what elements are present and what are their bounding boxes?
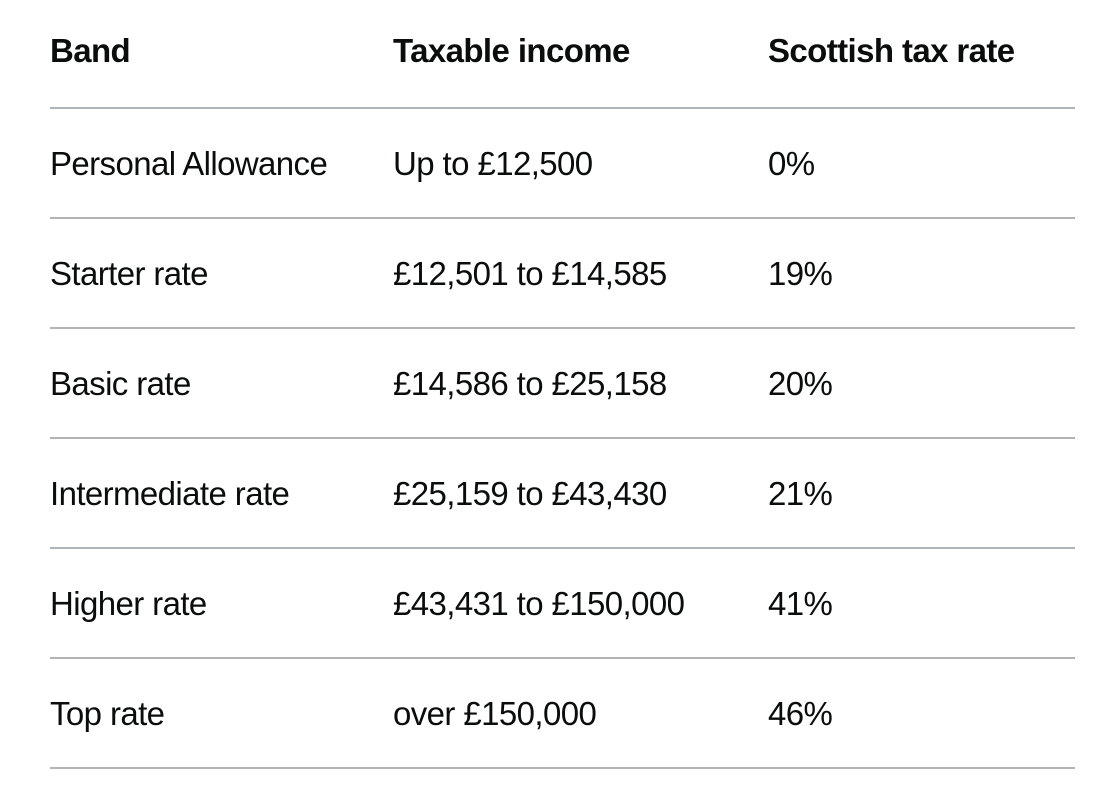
income-cell: £14,586 to £25,158 xyxy=(393,365,667,402)
band-cell: Basic rate xyxy=(50,365,191,402)
band-cell: Top rate xyxy=(50,695,165,732)
rate-cell: 46% xyxy=(768,695,833,732)
rate-cell: 20% xyxy=(768,365,833,402)
table-row: Starter rate £12,501 to £14,585 19% xyxy=(50,219,1075,329)
header-taxable-income: Taxable income xyxy=(393,31,630,69)
table-row: Higher rate £43,431 to £150,000 41% xyxy=(50,549,1075,659)
band-cell: Personal Allowance xyxy=(50,145,328,182)
table-row: Top rate over £150,000 46% xyxy=(50,659,1075,769)
rate-cell: 0% xyxy=(768,145,815,182)
scottish-tax-rates-table: Band Taxable income Scottish tax rate Pe… xyxy=(50,0,1075,769)
table-row: Personal Allowance Up to £12,500 0% xyxy=(50,109,1075,219)
band-cell: Starter rate xyxy=(50,255,208,292)
income-cell: £25,159 to £43,430 xyxy=(393,475,667,512)
table-header-row: Band Taxable income Scottish tax rate xyxy=(50,0,1075,109)
rate-cell: 21% xyxy=(768,475,833,512)
table-row: Basic rate £14,586 to £25,158 20% xyxy=(50,329,1075,439)
table-row: Intermediate rate £25,159 to £43,430 21% xyxy=(50,439,1075,549)
income-cell: £12,501 to £14,585 xyxy=(393,255,667,292)
band-cell: Higher rate xyxy=(50,585,207,622)
header-scottish-tax-rate: Scottish tax rate xyxy=(768,31,1015,69)
income-cell: Up to £12,500 xyxy=(393,145,593,182)
rate-cell: 19% xyxy=(768,255,833,292)
income-cell: over £150,000 xyxy=(393,695,597,732)
header-band: Band xyxy=(50,31,131,69)
income-cell: £43,431 to £150,000 xyxy=(393,585,685,622)
band-cell: Intermediate rate xyxy=(50,475,290,512)
rate-cell: 41% xyxy=(768,585,833,622)
